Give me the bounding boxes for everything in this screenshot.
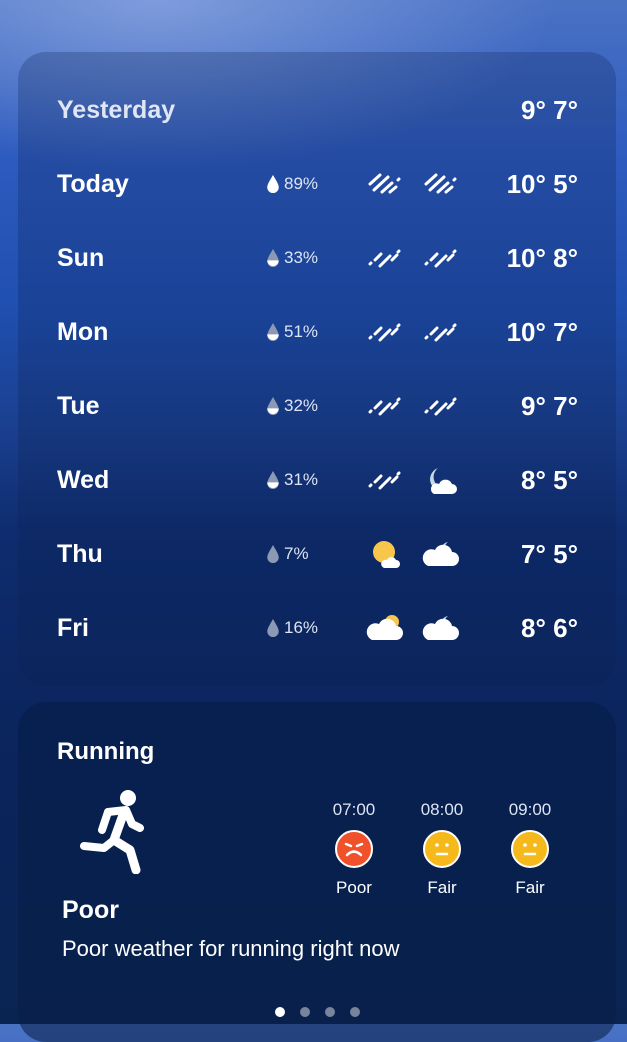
raindrop-icon [267,618,279,638]
rain-icon [368,471,401,490]
forecast-row: Thu 7% 7° 5° [18,534,616,574]
sky-background [0,0,627,200]
temps: 7° 5° [521,538,578,569]
page-dot[interactable] [325,1007,335,1017]
running-description: Poor weather for running right now [62,936,400,961]
rain-icon [368,397,401,416]
forecast-row: Fri 16% 8° 6° [18,608,616,648]
rain-icon [368,249,401,268]
precipitation: 51% [266,322,318,342]
temps: 10° 8° [506,242,578,273]
temps: 10° 7° [506,316,578,347]
cloud-sun-icon [366,615,403,640]
runner-icon [80,790,144,874]
slot-time: 09:00 [508,800,552,819]
running-hour-slot: 09:00 Fair [500,800,560,898]
cloud-moon-icon [422,616,459,640]
heavy-rain-icon [424,173,457,194]
rain-icon [424,397,457,416]
precip-value: 33% [284,248,319,267]
precipitation: 33% [266,248,318,268]
slot-label: Fair [427,878,457,897]
day-label: Thu [57,539,103,568]
day-label: Tue [57,391,100,420]
temps: 9° 7° [521,390,578,421]
precipitation: 7% [266,544,309,564]
forecast-row: Wed 31% 8° 5° [18,460,616,500]
forecast-row: Tue 32% 9° 7° [18,386,616,426]
moon-cloud-icon [430,468,457,494]
forecast-row: Mon 51% 10° 7° [18,312,616,352]
sad-face-icon [335,830,373,868]
raindrop-icon [267,396,279,416]
precip-value: 7% [284,544,309,563]
rain-icon [424,323,457,342]
temps: 10° 5° [506,168,578,199]
forecast-row: Today 89% 10° 5° [18,164,616,204]
heavy-rain-icon [368,173,401,194]
page-indicator[interactable] [275,1007,360,1017]
raindrop-icon [267,248,279,268]
day-label: Fri [57,613,89,642]
raindrop-icon [267,322,279,342]
page-dot[interactable] [300,1007,310,1017]
raindrop-icon [267,174,279,194]
day-label: Sun [57,243,105,272]
running-title: Running [57,738,155,765]
running-card[interactable]: Running Poor Poor weather for running ri… [18,702,616,1042]
slot-time: 07:00 [332,800,376,819]
day-label: Wed [57,465,110,494]
precipitation: 32% [266,396,318,416]
cloud-moon-icon [422,542,459,566]
forecast-row: Sun 33% 10° 8° [18,238,616,278]
precip-value: 16% [284,618,319,637]
running-status: Poor [62,896,119,924]
precip-value: 32% [284,396,319,415]
precipitation: 16% [266,618,318,638]
raindrop-icon [267,544,279,564]
neutral-face-icon [511,830,549,868]
precipitation: 31% [266,470,318,490]
slot-time: 08:00 [420,800,464,819]
running-hour-slot: 08:00 Fair [412,800,472,898]
daily-forecast-card[interactable]: Yesterday 9° 7° Today 89% 10° 5° Sun 33% … [18,52,616,686]
precip-value: 89% [284,174,319,193]
day-label: Mon [57,317,109,346]
neutral-face-icon [423,830,461,868]
temps: 8° 6° [521,612,578,643]
precipitation: 89% [266,174,318,194]
sun-cloud-icon [373,541,400,568]
forecast-row-yesterday: Yesterday 9° 7° [18,90,616,130]
rain-icon [368,323,401,342]
page-dot[interactable] [275,1007,285,1017]
day-label: Yesterday [57,95,176,124]
temps: 8° 5° [521,464,578,495]
rain-icon [424,249,457,268]
page-dot[interactable] [350,1007,360,1017]
precip-value: 31% [284,470,319,489]
running-hour-slot: 07:00 Poor [324,800,384,898]
precip-value: 51% [284,322,319,341]
raindrop-icon [267,470,279,490]
temps: 9° 7° [521,94,578,125]
day-label: Today [57,169,129,198]
slot-label: Poor [336,878,372,897]
slot-label: Fair [515,878,545,897]
